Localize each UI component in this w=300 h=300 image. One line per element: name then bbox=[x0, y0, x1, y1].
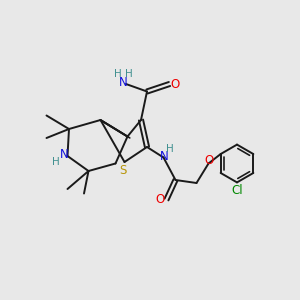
Text: N: N bbox=[59, 148, 68, 161]
Text: N: N bbox=[160, 149, 169, 163]
Text: N: N bbox=[118, 76, 127, 89]
Text: H: H bbox=[52, 157, 60, 167]
Text: H: H bbox=[114, 69, 122, 79]
Text: Cl: Cl bbox=[232, 184, 243, 197]
Text: S: S bbox=[119, 164, 127, 177]
Text: O: O bbox=[156, 193, 165, 206]
Text: O: O bbox=[170, 77, 179, 91]
Text: O: O bbox=[205, 154, 214, 167]
Text: H: H bbox=[125, 69, 133, 79]
Text: H: H bbox=[166, 143, 174, 154]
